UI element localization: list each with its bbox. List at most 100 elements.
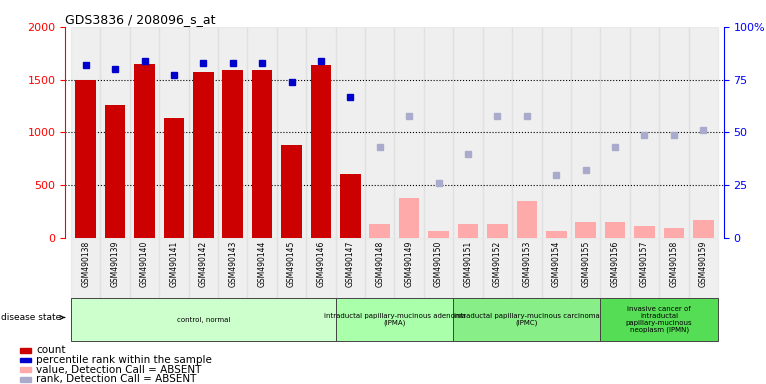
Text: count: count — [36, 345, 66, 356]
Text: GSM490152: GSM490152 — [493, 241, 502, 287]
Bar — [605, 222, 625, 238]
Text: GDS3836 / 208096_s_at: GDS3836 / 208096_s_at — [65, 13, 215, 26]
Bar — [516, 201, 537, 238]
Bar — [453, 238, 483, 298]
Bar — [428, 231, 449, 238]
Text: GSM490148: GSM490148 — [375, 241, 385, 287]
Bar — [247, 238, 277, 298]
Text: GSM490142: GSM490142 — [199, 241, 208, 287]
Bar — [105, 105, 126, 238]
Bar — [222, 70, 243, 238]
Bar — [277, 27, 306, 238]
Text: GSM490144: GSM490144 — [257, 241, 267, 288]
Bar — [458, 224, 478, 238]
Bar — [134, 64, 155, 238]
Bar — [601, 27, 630, 238]
Bar — [75, 79, 96, 238]
Bar — [218, 238, 247, 298]
Text: GSM490138: GSM490138 — [81, 241, 90, 287]
Bar — [663, 227, 684, 238]
Text: GSM490157: GSM490157 — [640, 241, 649, 288]
Bar — [483, 238, 512, 298]
Text: control, normal: control, normal — [177, 317, 230, 323]
Bar — [487, 224, 508, 238]
Text: GSM490155: GSM490155 — [581, 241, 590, 288]
Bar — [306, 27, 336, 238]
Bar — [159, 27, 188, 238]
Text: GSM490149: GSM490149 — [404, 241, 414, 288]
Bar — [571, 27, 601, 238]
Bar — [512, 238, 542, 298]
Bar — [100, 27, 129, 238]
Bar — [159, 238, 188, 298]
Bar — [193, 72, 214, 238]
Bar — [20, 348, 31, 353]
Text: GSM490150: GSM490150 — [434, 241, 443, 288]
FancyBboxPatch shape — [71, 298, 336, 341]
Bar — [546, 231, 567, 238]
Bar — [394, 27, 424, 238]
Text: GSM490141: GSM490141 — [169, 241, 178, 287]
Text: percentile rank within the sample: percentile rank within the sample — [36, 355, 212, 365]
Text: disease state: disease state — [2, 313, 64, 322]
Bar — [252, 70, 273, 238]
Bar — [340, 174, 361, 238]
Bar — [129, 238, 159, 298]
Bar — [689, 27, 718, 238]
FancyBboxPatch shape — [601, 298, 718, 341]
Bar — [306, 238, 336, 298]
Bar — [542, 238, 571, 298]
Bar — [634, 227, 655, 238]
Bar — [601, 238, 630, 298]
Text: GSM490139: GSM490139 — [110, 241, 119, 288]
Bar — [542, 27, 571, 238]
Text: GSM490147: GSM490147 — [346, 241, 355, 288]
Bar — [71, 238, 100, 298]
Text: GSM490159: GSM490159 — [699, 241, 708, 288]
FancyBboxPatch shape — [336, 298, 453, 341]
Bar — [512, 27, 542, 238]
Bar — [394, 238, 424, 298]
Bar — [660, 238, 689, 298]
Bar — [100, 238, 129, 298]
Text: GSM490140: GSM490140 — [140, 241, 149, 288]
Bar — [336, 27, 365, 238]
Bar — [277, 238, 306, 298]
Bar — [188, 27, 218, 238]
Bar — [188, 238, 218, 298]
Text: rank, Detection Call = ABSENT: rank, Detection Call = ABSENT — [36, 374, 196, 384]
Bar — [630, 238, 660, 298]
Text: GSM490143: GSM490143 — [228, 241, 237, 288]
Text: invasive cancer of
intraductal
papillary-mucinous
neoplasm (IPMN): invasive cancer of intraductal papillary… — [626, 306, 692, 333]
Bar — [164, 118, 184, 238]
Text: GSM490151: GSM490151 — [463, 241, 473, 287]
Bar — [20, 358, 31, 362]
Bar — [483, 27, 512, 238]
Bar — [369, 224, 390, 238]
Bar — [399, 198, 420, 238]
Bar — [20, 367, 31, 372]
Bar — [660, 27, 689, 238]
Text: GSM490156: GSM490156 — [611, 241, 620, 288]
Text: GSM490153: GSM490153 — [522, 241, 532, 288]
Bar — [575, 222, 596, 238]
Bar — [247, 27, 277, 238]
FancyBboxPatch shape — [453, 298, 601, 341]
Text: intraductal papillary-mucinous adenoma
(IPMA): intraductal papillary-mucinous adenoma (… — [323, 313, 466, 326]
Bar — [336, 238, 365, 298]
Bar — [71, 27, 100, 238]
Bar — [571, 238, 601, 298]
Text: GSM490146: GSM490146 — [316, 241, 326, 288]
Bar — [311, 65, 331, 238]
Bar — [365, 27, 394, 238]
Bar — [424, 238, 453, 298]
Text: GSM490154: GSM490154 — [552, 241, 561, 288]
Bar — [365, 238, 394, 298]
Bar — [281, 145, 302, 238]
Text: intraductal papillary-mucinous carcinoma
(IPMC): intraductal papillary-mucinous carcinoma… — [454, 313, 600, 326]
Text: value, Detection Call = ABSENT: value, Detection Call = ABSENT — [36, 364, 201, 375]
Text: GSM490158: GSM490158 — [669, 241, 679, 287]
Bar — [630, 27, 660, 238]
Bar — [424, 27, 453, 238]
Bar — [693, 220, 714, 238]
